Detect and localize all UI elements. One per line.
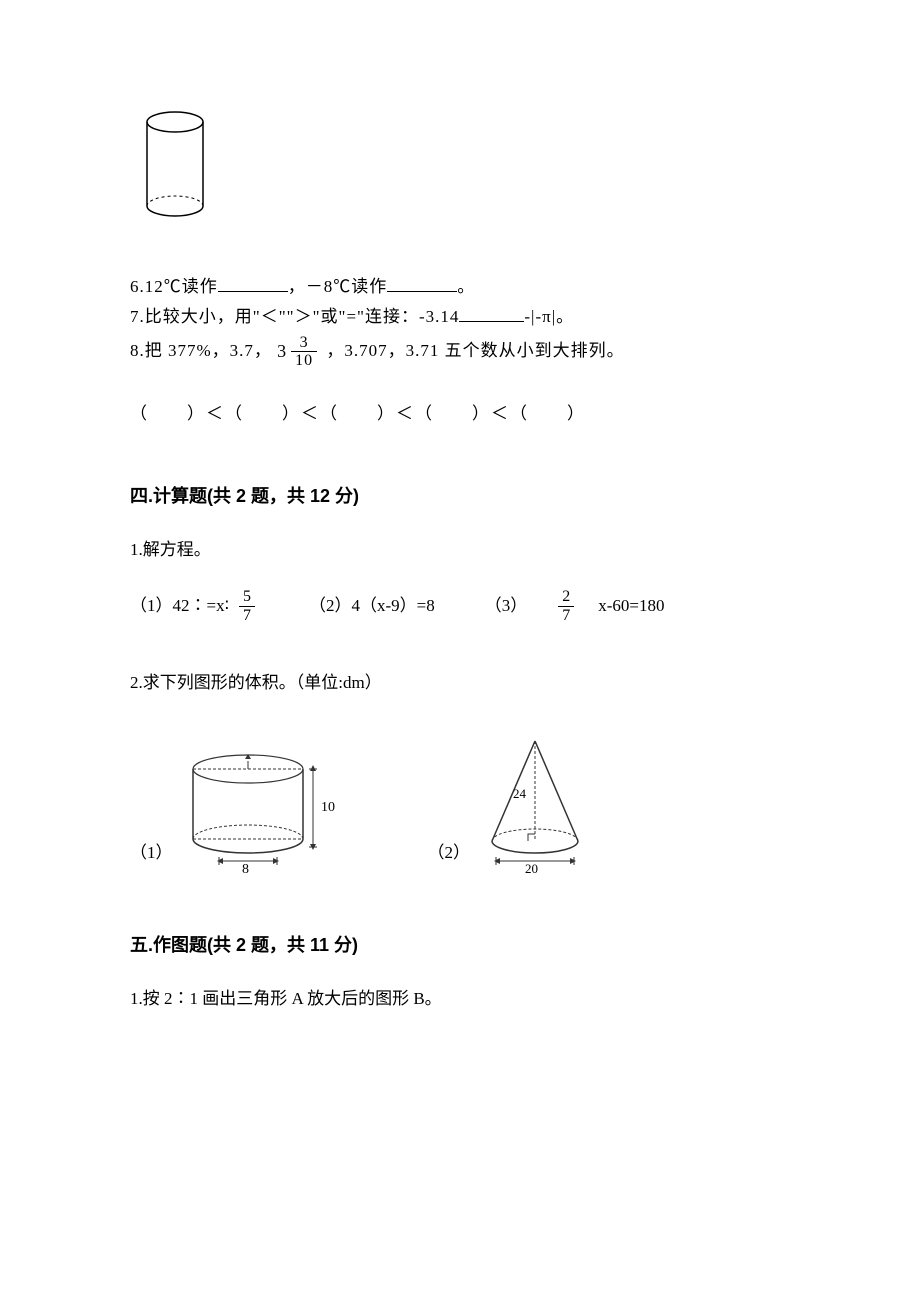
q6-mid: ，－8℃读作 xyxy=(288,277,388,296)
svg-text:20: 20 xyxy=(525,861,538,876)
question-6: 6.12℃读作 ，－8℃读作 。 xyxy=(130,273,790,300)
section-4-p1: 1.解方程。 xyxy=(130,536,790,563)
eq3-fraction: 2 7 xyxy=(558,588,574,624)
cone-volume-svg: 24 20 xyxy=(480,736,605,876)
q8-paren-row: （ ）＜（ ）＜（ ）＜（ ）＜（ ） xyxy=(130,400,790,427)
cylinder-svg xyxy=(140,110,210,220)
q8-prefix: 8.把 377%，3.7， xyxy=(130,341,272,360)
volume-figures: （1） 10 8 （2） xyxy=(130,736,790,876)
svg-text:8: 8 xyxy=(242,862,249,876)
volume-2: （2） 24 20 xyxy=(428,736,606,876)
eq1-den: 7 xyxy=(239,607,255,625)
eq2-text: （2）4（x-9）=8 xyxy=(309,592,435,619)
equation-row: （1）42∶=x∶ 5 7 （2）4（x-9）=8 （3） 2 7 x-60=1… xyxy=(130,588,790,624)
volume-1: （1） 10 8 xyxy=(130,751,348,876)
eq1-num: 5 xyxy=(239,588,255,607)
svg-text:10: 10 xyxy=(321,800,335,815)
eq1-fraction: 5 7 xyxy=(239,588,255,624)
eq3-den: 7 xyxy=(558,607,574,625)
section-5-header: 五.作图题(共 2 题，共 11 分) xyxy=(130,931,790,960)
eq1-label: （1）42∶=x∶ xyxy=(130,592,229,619)
q8-suffix: ，3.707，3.71 五个数从小到大排列。 xyxy=(326,341,624,360)
vol1-label: （1） xyxy=(130,839,173,866)
cylinder-volume-svg: 10 8 xyxy=(183,751,348,876)
section-4-header: 四.计算题(共 2 题，共 12 分) xyxy=(130,482,790,511)
q6-prefix: 6.12℃读作 xyxy=(130,277,218,296)
question-8: 8.把 377%，3.7， 3310 ，3.707，3.71 五个数从小到大排列… xyxy=(130,334,790,370)
q7-prefix: 7.比较大小，用"＜""＞"或"="连接：-3.14 xyxy=(130,307,459,326)
q8-num: 3 xyxy=(291,334,317,353)
q8-mixed-fraction: 3310 xyxy=(277,334,321,370)
svg-text:24: 24 xyxy=(513,786,527,801)
q8-den: 10 xyxy=(291,352,317,370)
q8-mixed-whole: 3 xyxy=(277,337,287,366)
q7-suffix: -|-π|。 xyxy=(524,307,574,326)
eq3-suffix: x-60=180 xyxy=(598,592,664,619)
equation-3: （3） 2 7 x-60=180 xyxy=(485,588,665,624)
q6-blank-2 xyxy=(387,275,457,292)
section-4-p2: 2.求下列图形的体积。（单位:dm） xyxy=(130,669,790,696)
section-5-p1: 1.按 2∶1 画出三角形 A 放大后的图形 B。 xyxy=(130,985,790,1012)
vol2-label: （2） xyxy=(428,839,471,866)
equation-2: （2）4（x-9）=8 xyxy=(309,592,435,619)
eq3-label: （3） xyxy=(485,592,528,619)
q6-blank-1 xyxy=(218,275,288,292)
eq3-num: 2 xyxy=(558,588,574,607)
cylinder-figure xyxy=(140,110,790,228)
equation-1: （1）42∶=x∶ 5 7 xyxy=(130,588,259,624)
question-7: 7.比较大小，用"＜""＞"或"="连接：-3.14 -|-π|。 xyxy=(130,303,790,330)
q6-suffix: 。 xyxy=(457,277,475,296)
q8-fraction: 310 xyxy=(291,334,317,370)
q7-blank xyxy=(459,305,524,322)
